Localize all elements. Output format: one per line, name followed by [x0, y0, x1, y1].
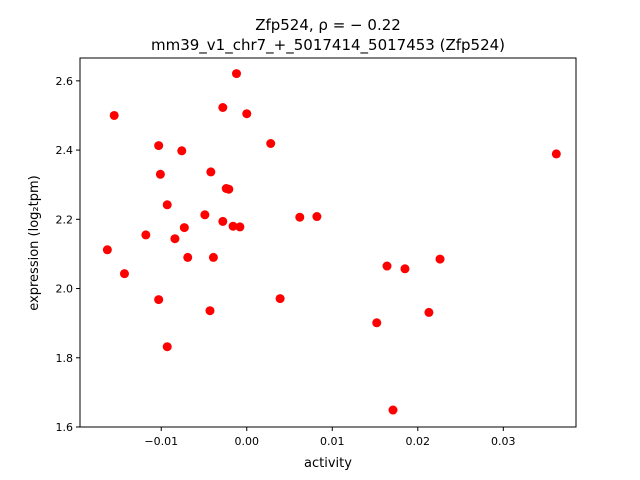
chart-title-line2: mm39_v1_chr7_+_5017414_5017453 (Zfp524)	[151, 36, 505, 55]
chart-title-line1: Zfp524, ρ = − 0.22	[255, 16, 401, 34]
data-point	[154, 295, 164, 305]
y-tick-label: 2.2	[56, 213, 74, 226]
data-point	[224, 184, 234, 194]
x-tick-label: 0.03	[491, 435, 516, 448]
y-axis-label: expression (log₂tpm)	[27, 175, 42, 310]
data-point	[551, 149, 561, 159]
data-point	[400, 264, 410, 274]
data-point	[388, 405, 398, 415]
data-point	[295, 212, 305, 222]
data-point	[162, 200, 172, 210]
x-tick-label: −0.01	[144, 435, 178, 448]
data-point	[424, 307, 434, 317]
data-point	[205, 306, 215, 316]
data-point	[208, 252, 218, 262]
x-tick-label: 0.01	[320, 435, 345, 448]
data-point	[155, 169, 165, 179]
data-point	[119, 269, 129, 279]
data-point	[228, 221, 238, 231]
data-points	[102, 69, 561, 415]
y-tick-label: 2.0	[56, 283, 74, 296]
y-tick-label: 2.6	[56, 75, 74, 88]
data-point	[154, 141, 164, 151]
data-point	[162, 342, 172, 352]
data-point	[206, 167, 216, 177]
data-point	[435, 254, 445, 264]
data-point	[382, 261, 392, 271]
data-point	[312, 212, 322, 222]
data-point	[231, 69, 241, 79]
data-point	[372, 318, 382, 328]
y-tick-label: 2.4	[56, 144, 74, 157]
x-axis-label: activity	[304, 456, 352, 471]
data-point	[141, 230, 151, 240]
x-tick-label: 0.00	[235, 435, 260, 448]
data-point	[183, 252, 193, 262]
plot-frame	[79, 57, 577, 428]
data-point	[179, 223, 189, 233]
data-point	[242, 109, 252, 119]
data-point	[109, 110, 119, 120]
data-point	[170, 234, 180, 244]
data-point	[177, 146, 187, 156]
data-point	[235, 222, 245, 232]
data-point	[275, 294, 285, 304]
data-point	[200, 210, 210, 220]
data-point	[218, 216, 228, 226]
data-point	[266, 139, 276, 148]
axis-ticks: −0.01 0.00 0.01 0.02 0.03 1.6 1.8 2.0 2.2 2.4 2.6	[56, 75, 516, 448]
y-tick-label: 1.6	[56, 421, 74, 434]
data-point	[102, 245, 112, 255]
x-tick-label: 0.02	[406, 435, 431, 448]
data-point	[218, 103, 228, 112]
y-tick-label: 1.8	[56, 352, 74, 365]
